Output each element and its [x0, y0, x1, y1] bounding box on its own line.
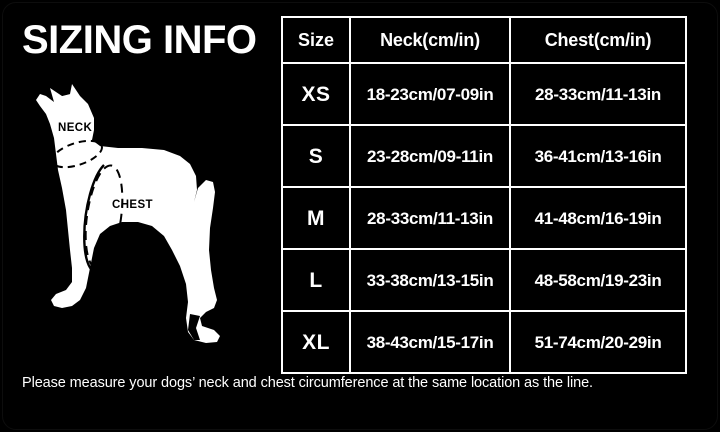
dog-body-shape — [36, 84, 220, 343]
cell-size: XS — [301, 82, 331, 106]
cell-neck: 38-43cm/15-17in — [349, 312, 509, 372]
table-row: S 23-28cm/09-11in 36-41cm/13-16in — [283, 124, 685, 186]
cell-chest: 36-41cm/13-16in — [509, 126, 685, 186]
cell-size: XL — [302, 330, 330, 354]
table-row: XS 18-23cm/07-09in 28-33cm/11-13in — [283, 62, 685, 124]
neck-label: NECK — [58, 122, 93, 134]
dog-rear-leg-gap — [188, 314, 200, 340]
table-row: M 28-33cm/11-13in 41-48cm/16-19in — [283, 186, 685, 248]
chest-label: CHEST — [112, 199, 153, 211]
dog-silhouette-figure: NECK CHEST — [14, 84, 266, 356]
chest-measure-ellipse — [84, 164, 124, 270]
dog-silhouette-svg — [36, 84, 220, 343]
cell-chest: 48-58cm/19-23in — [509, 250, 685, 310]
cell-chest: 41-48cm/16-19in — [509, 188, 685, 248]
table-row: XL 38-43cm/15-17in 51-74cm/20-29in — [283, 310, 685, 372]
cell-neck: 28-33cm/11-13in — [349, 188, 509, 248]
table-header-row: Size Neck(cm/in) Chest(cm/in) — [283, 18, 685, 62]
neck-measure-ellipse — [51, 139, 103, 169]
measurement-instruction-caption: Please measure your dogs’ neck and chest… — [22, 375, 593, 391]
cell-neck: 33-38cm/13-15in — [349, 250, 509, 310]
cell-chest: 28-33cm/11-13in — [509, 64, 685, 124]
dog-muzzle-notch — [36, 122, 52, 138]
header-size: Size — [297, 30, 335, 50]
cell-neck: 18-23cm/07-09in — [349, 64, 509, 124]
page-title: SIZING INFO — [22, 18, 257, 62]
cell-chest: 51-74cm/20-29in — [509, 312, 685, 372]
chest-measure-front-arc — [83, 164, 105, 274]
header-chest: Chest(cm/in) — [509, 18, 685, 62]
cell-size: L — [309, 268, 323, 292]
header-neck: Neck(cm/in) — [349, 18, 509, 62]
table-row: L 33-38cm/13-15in 48-58cm/19-23in — [283, 248, 685, 310]
sizing-table: Size Neck(cm/in) Chest(cm/in) XS 18-23cm… — [281, 16, 687, 374]
cell-size: M — [307, 206, 325, 230]
cell-neck: 23-28cm/09-11in — [349, 126, 509, 186]
cell-size: S — [308, 144, 324, 168]
dog-ear-gap — [62, 86, 70, 96]
